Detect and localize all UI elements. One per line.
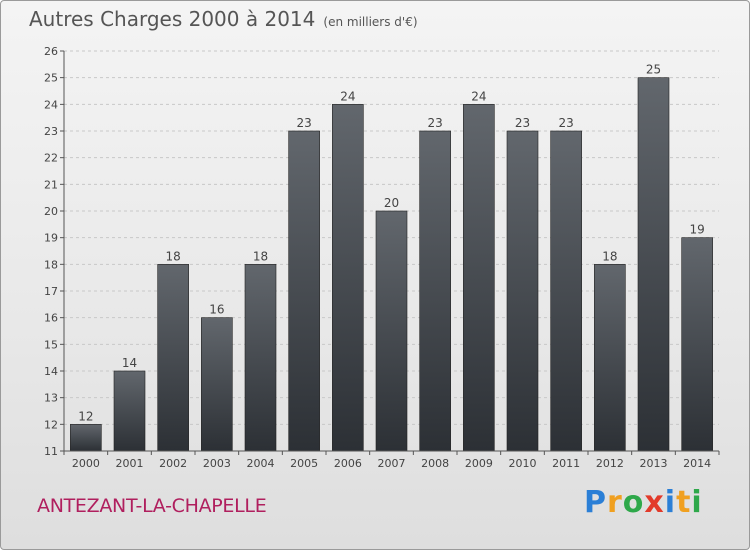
bar xyxy=(288,130,320,452)
bar-value-label: 25 xyxy=(646,63,661,77)
logo-letter: i xyxy=(664,485,677,520)
bar xyxy=(375,210,408,452)
logo-letter: r xyxy=(607,485,623,520)
bar xyxy=(637,77,670,452)
bar xyxy=(681,237,713,452)
logo-letter: P xyxy=(584,485,607,520)
bar-value-label: 12 xyxy=(78,409,93,423)
y-tick-label: 13 xyxy=(44,392,58,405)
bar-value-label: 23 xyxy=(515,116,530,130)
chart-title: Autres Charges 2000 à 2014 (en milliers d… xyxy=(29,7,418,31)
bar xyxy=(157,264,189,452)
bar-value-label: 24 xyxy=(340,89,355,103)
y-tick-label: 20 xyxy=(44,205,58,218)
bar-value-label: 16 xyxy=(209,303,224,317)
bar-value-label: 23 xyxy=(297,116,312,130)
bar xyxy=(332,104,364,452)
y-tick-label: 14 xyxy=(44,365,58,378)
x-tick-label: 2010 xyxy=(509,457,537,470)
y-tick-label: 15 xyxy=(44,338,58,351)
bar xyxy=(201,317,233,452)
bar-value-label: 18 xyxy=(602,249,617,263)
bar-value-label: 18 xyxy=(166,249,181,263)
bar xyxy=(113,370,146,452)
logo-letter: x xyxy=(644,485,665,520)
y-tick-label: 12 xyxy=(44,418,58,431)
x-tick-label: 2003 xyxy=(203,457,231,470)
bar xyxy=(244,264,277,452)
logo-letter: o xyxy=(622,485,645,520)
y-tick-label: 11 xyxy=(44,445,58,458)
x-tick-label: 2002 xyxy=(159,457,187,470)
bar xyxy=(419,130,451,452)
bar xyxy=(70,424,102,452)
bar-value-label: 23 xyxy=(559,116,574,130)
bar xyxy=(506,130,539,452)
y-axis: 11 12 13 14 15 16 17 18 19 20 21 22 23 24 25 26 xyxy=(44,45,65,458)
y-tick-label: 22 xyxy=(44,152,58,165)
y-tick-label: 16 xyxy=(44,312,58,325)
x-tick-label: 2007 xyxy=(378,457,406,470)
bar-value-label: 20 xyxy=(384,196,399,210)
x-tick-label: 2001 xyxy=(116,457,144,470)
x-tick-label: 2014 xyxy=(683,457,711,470)
logo-letter: t xyxy=(676,485,692,520)
x-tick-label: 2012 xyxy=(596,457,624,470)
bar-value-label: 14 xyxy=(122,356,137,370)
commune-name: ANTEZANT-LA-CHAPELLE xyxy=(37,495,267,517)
y-tick-label: 17 xyxy=(44,285,58,298)
bar-value-label: 23 xyxy=(428,116,443,130)
x-tick-label: 2009 xyxy=(465,457,493,470)
y-tick-label: 19 xyxy=(44,232,58,245)
proxiti-logo: Proxiti xyxy=(584,485,703,520)
chart-subtitle: (en milliers d'€) xyxy=(323,15,418,29)
x-tick-label: 2011 xyxy=(552,457,580,470)
y-tick-label: 18 xyxy=(44,258,58,271)
y-tick-label: 25 xyxy=(44,72,58,85)
x-axis: 2000 2001 2002 2003 2004 2005 2006 2007 2008 2009… xyxy=(63,450,720,470)
x-tick-label: 2006 xyxy=(334,457,362,470)
x-tick-label: 2013 xyxy=(640,457,668,470)
y-tick-label: 23 xyxy=(44,125,58,138)
logo-letter: i xyxy=(691,485,703,520)
x-tick-label: 2000 xyxy=(72,457,100,470)
y-tick-label: 24 xyxy=(44,98,58,111)
bar xyxy=(463,104,495,452)
x-tick-label: 2005 xyxy=(290,457,318,470)
y-tick-label: 21 xyxy=(44,178,58,191)
x-tick-label: 2008 xyxy=(421,457,449,470)
bar-value-label: 18 xyxy=(253,249,268,263)
x-tick-label: 2004 xyxy=(247,457,275,470)
y-tick-label: 26 xyxy=(44,45,58,58)
bar xyxy=(594,264,626,452)
bars: 12 14 18 16 18 23 24 20 23 24 23 23 18 25 19 xyxy=(70,63,713,452)
bar xyxy=(550,130,582,452)
bar-value-label: 24 xyxy=(471,89,486,103)
bar-value-label: 19 xyxy=(690,223,705,237)
